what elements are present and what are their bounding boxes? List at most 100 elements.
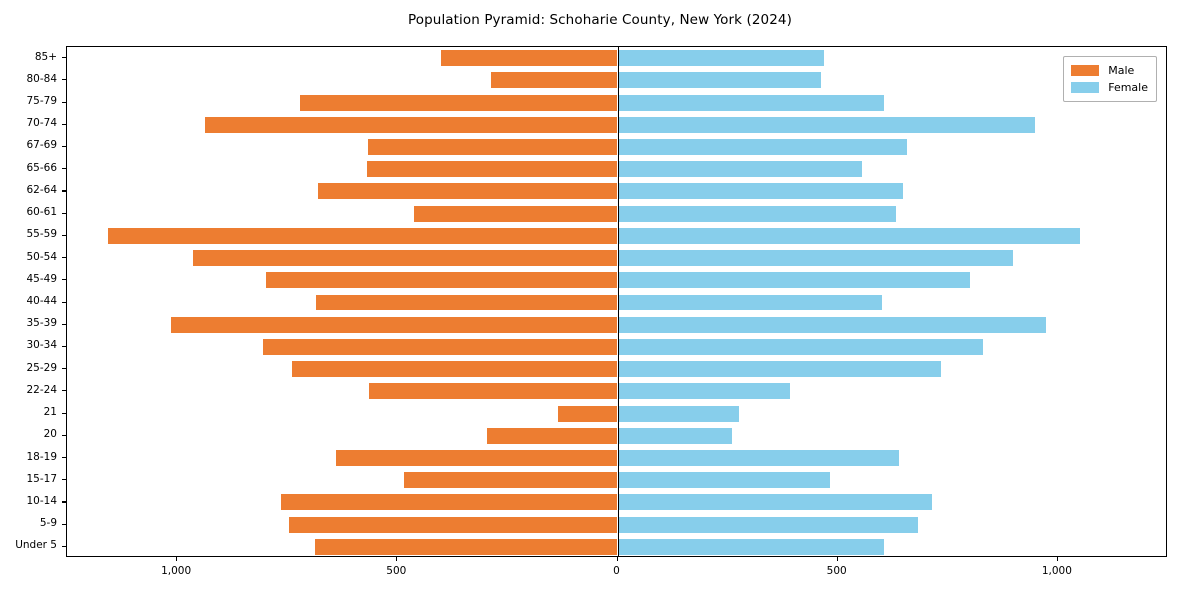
x-axis-tick-label: 0 <box>613 565 620 577</box>
pyramid-row <box>67 72 1166 89</box>
bar-female <box>617 516 918 533</box>
bar-male <box>487 427 618 444</box>
y-axis-tick-label: 62-64 <box>26 183 57 196</box>
bar-female <box>617 361 942 378</box>
bar-male <box>107 227 618 244</box>
bar-female <box>617 538 885 555</box>
legend-swatch-female <box>1071 82 1100 93</box>
bar-female <box>617 161 863 178</box>
bar-male <box>314 538 618 555</box>
y-axis-tick-label: 15-17 <box>26 472 57 485</box>
x-axis-tick-mark <box>396 557 398 561</box>
bar-female <box>617 294 882 311</box>
y-axis-tick-label: 25-29 <box>26 361 57 374</box>
plot-area: Male Female <box>66 46 1167 557</box>
y-axis-tick-label: 22-24 <box>26 383 57 396</box>
y-axis-tick-label: 21 <box>43 406 57 419</box>
y-axis-tick-mark <box>62 57 66 59</box>
bar-male <box>193 250 618 267</box>
x-axis-tick-label: 500 <box>826 565 847 577</box>
y-axis-tick-mark <box>62 412 66 414</box>
bar-female <box>617 272 970 289</box>
bar-male <box>367 138 618 155</box>
y-axis-tick-label: 65-66 <box>26 161 57 174</box>
y-axis-tick-mark <box>62 545 66 547</box>
y-axis-tick-mark <box>62 212 66 214</box>
pyramid-row <box>67 116 1166 133</box>
pyramid-row <box>67 50 1166 67</box>
legend-swatch-male <box>1071 65 1100 76</box>
pyramid-row <box>67 383 1166 400</box>
pyramid-row <box>67 205 1166 222</box>
bar-female <box>617 205 896 222</box>
bar-female <box>617 494 932 511</box>
pyramid-row <box>67 138 1166 155</box>
y-axis-tick-label: 5-9 <box>39 517 57 530</box>
pyramid-row <box>67 294 1166 311</box>
y-axis-tick-label: 30-34 <box>26 339 57 352</box>
y-axis-tick-mark <box>62 257 66 259</box>
pyramid-row <box>67 516 1166 533</box>
x-axis-tick-label: 1,000 <box>161 565 192 577</box>
y-axis-tick-mark <box>62 323 66 325</box>
x-axis-tick-label: 1,000 <box>1041 565 1072 577</box>
y-axis-tick-label: 45-49 <box>26 272 57 285</box>
y-axis-tick-label: 20 <box>43 428 57 441</box>
bar-female <box>617 427 733 444</box>
zero-axis-line <box>617 47 619 556</box>
bar-male <box>368 383 618 400</box>
bar-male <box>171 316 618 333</box>
y-axis-tick-label: 10-14 <box>26 494 57 507</box>
y-axis-tick-mark <box>62 301 66 303</box>
x-axis-tick-mark <box>176 557 178 561</box>
y-axis-tick-label: 35-39 <box>26 317 57 330</box>
bar-male <box>291 361 618 378</box>
bar-female <box>617 250 1013 267</box>
bar-male <box>336 450 618 466</box>
bar-male <box>413 205 618 222</box>
pyramid-row <box>67 361 1166 378</box>
y-axis-tick-mark <box>62 345 66 348</box>
y-axis-tick-label: 60-61 <box>26 206 57 219</box>
x-axis-tick-mark <box>836 557 838 561</box>
pyramid-row <box>67 183 1166 200</box>
y-axis-tick-mark <box>62 145 66 148</box>
pyramid-row <box>67 250 1166 267</box>
pyramid-row <box>67 450 1166 466</box>
bar-male <box>366 161 618 178</box>
y-axis-tick-mark <box>62 523 66 525</box>
bar-female <box>617 116 1035 133</box>
bar-male <box>281 494 618 511</box>
chart-legend: Male Female <box>1063 56 1157 102</box>
pyramid-row <box>67 472 1166 489</box>
y-axis-tick-label: 50-54 <box>26 250 57 263</box>
y-axis-tick-mark <box>62 390 66 392</box>
legend-label-female: Female <box>1108 81 1148 94</box>
y-axis-tick-mark <box>62 501 66 503</box>
bar-male <box>403 472 618 489</box>
y-axis-tick-label: 18-19 <box>26 450 57 463</box>
bar-female <box>617 405 740 422</box>
page-title: Population Pyramid: Schoharie County, Ne… <box>408 12 792 28</box>
bar-male <box>441 50 618 67</box>
pyramid-row <box>67 405 1166 422</box>
y-axis-tick-mark <box>62 457 66 459</box>
bar-male <box>262 338 618 355</box>
y-axis-tick-mark <box>62 279 66 281</box>
bar-female <box>617 183 903 200</box>
bar-female <box>617 72 821 89</box>
bar-male <box>265 272 618 289</box>
bar-female <box>617 383 790 400</box>
pyramid-row <box>67 427 1166 444</box>
bar-female <box>617 50 825 67</box>
y-axis-tick-label: 67-69 <box>26 139 57 152</box>
y-axis-tick-mark <box>62 79 66 81</box>
y-axis-tick-label: 40-44 <box>26 295 57 307</box>
y-axis-tick-mark <box>62 368 66 370</box>
bar-male <box>318 183 618 200</box>
pyramid-row <box>67 538 1166 555</box>
y-axis-tick-mark <box>62 123 66 125</box>
y-axis-tick-mark <box>62 434 66 436</box>
bar-female <box>617 450 899 466</box>
